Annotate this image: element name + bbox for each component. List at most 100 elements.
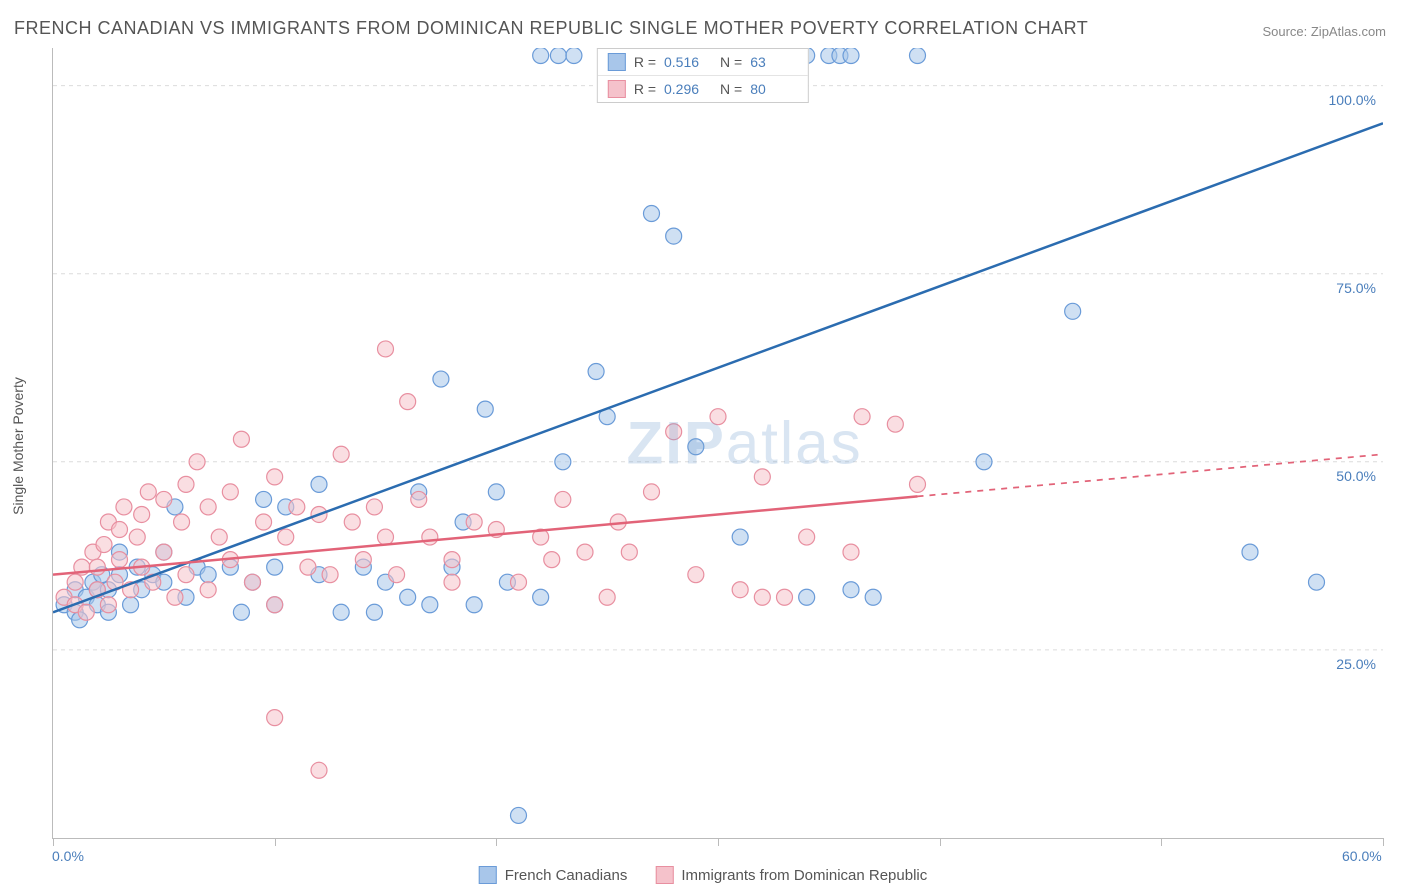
data-point: [976, 454, 992, 470]
data-point: [256, 491, 272, 507]
data-point: [1309, 574, 1325, 590]
data-point: [89, 559, 105, 575]
data-point: [140, 484, 156, 500]
data-point: [599, 589, 615, 605]
stat-r-value: 0.296: [664, 81, 712, 97]
data-point: [156, 491, 172, 507]
data-point: [621, 544, 637, 560]
data-point: [129, 529, 145, 545]
data-point: [400, 394, 416, 410]
plot-svg: [53, 48, 1383, 838]
data-point: [799, 529, 815, 545]
data-point: [96, 537, 112, 553]
data-point: [222, 484, 238, 500]
x-tick: [940, 838, 941, 846]
data-point: [533, 589, 549, 605]
data-point: [533, 48, 549, 64]
data-point: [333, 446, 349, 462]
x-tick-label: 60.0%: [1342, 848, 1382, 864]
legend-label: Immigrants from Dominican Republic: [681, 867, 927, 884]
data-point: [256, 514, 272, 530]
data-point: [843, 48, 859, 64]
data-point: [178, 567, 194, 583]
data-point: [322, 567, 338, 583]
data-point: [577, 544, 593, 560]
data-point: [732, 529, 748, 545]
stat-n-value: 63: [750, 54, 798, 70]
data-point: [344, 514, 360, 530]
data-point: [267, 469, 283, 485]
data-point: [233, 431, 249, 447]
data-point: [411, 491, 427, 507]
data-point: [289, 499, 305, 515]
data-point: [378, 529, 394, 545]
stat-r-value: 0.516: [664, 54, 712, 70]
data-point: [488, 484, 504, 500]
data-point: [444, 574, 460, 590]
data-point: [754, 469, 770, 485]
data-point: [389, 567, 405, 583]
data-point: [887, 416, 903, 432]
data-point: [644, 484, 660, 500]
data-point: [333, 604, 349, 620]
x-tick: [1161, 838, 1162, 846]
data-point: [116, 499, 132, 515]
data-point: [233, 604, 249, 620]
data-point: [843, 582, 859, 598]
data-point: [200, 582, 216, 598]
data-point: [688, 439, 704, 455]
data-point: [211, 529, 227, 545]
stat-n-label: N =: [720, 81, 742, 97]
data-point: [200, 567, 216, 583]
data-point: [78, 604, 94, 620]
chart-container: FRENCH CANADIAN VS IMMIGRANTS FROM DOMIN…: [0, 0, 1406, 892]
data-point: [666, 424, 682, 440]
data-point: [843, 544, 859, 560]
plot-area: ZIPatlas: [52, 48, 1383, 839]
data-point: [156, 544, 172, 560]
legend-swatch: [655, 866, 673, 884]
y-axis-label: Single Mother Poverty: [10, 377, 26, 515]
data-point: [511, 807, 527, 823]
data-point: [112, 522, 128, 538]
data-point: [67, 574, 83, 590]
data-point: [910, 48, 926, 64]
data-point: [245, 574, 261, 590]
data-point: [910, 476, 926, 492]
data-point: [112, 552, 128, 568]
legend-label: French Canadians: [505, 867, 628, 884]
data-point: [178, 476, 194, 492]
data-point: [688, 567, 704, 583]
data-point: [566, 48, 582, 64]
data-point: [311, 476, 327, 492]
data-point: [865, 589, 881, 605]
data-point: [799, 589, 815, 605]
data-point: [511, 574, 527, 590]
data-point: [400, 589, 416, 605]
legend-swatch: [479, 866, 497, 884]
data-point: [189, 454, 205, 470]
data-point: [174, 514, 190, 530]
data-point: [422, 597, 438, 613]
x-tick: [718, 838, 719, 846]
legend-item: French Canadians: [479, 866, 628, 884]
data-point: [100, 597, 116, 613]
data-point: [466, 597, 482, 613]
legend-swatch: [608, 53, 626, 71]
data-point: [710, 409, 726, 425]
data-point: [1242, 544, 1258, 560]
data-point: [1065, 303, 1081, 319]
data-point: [422, 529, 438, 545]
x-tick: [53, 838, 54, 846]
data-point: [123, 597, 139, 613]
data-point: [366, 604, 382, 620]
data-point: [588, 364, 604, 380]
regression-line: [53, 123, 1383, 612]
data-point: [267, 559, 283, 575]
stats-legend-row: R =0.296N =80: [598, 76, 808, 102]
x-tick: [1383, 838, 1384, 846]
data-point: [167, 589, 183, 605]
legend-item: Immigrants from Dominican Republic: [655, 866, 927, 884]
series-legend: French Canadians Immigrants from Dominica…: [479, 866, 928, 884]
data-point: [550, 48, 566, 64]
